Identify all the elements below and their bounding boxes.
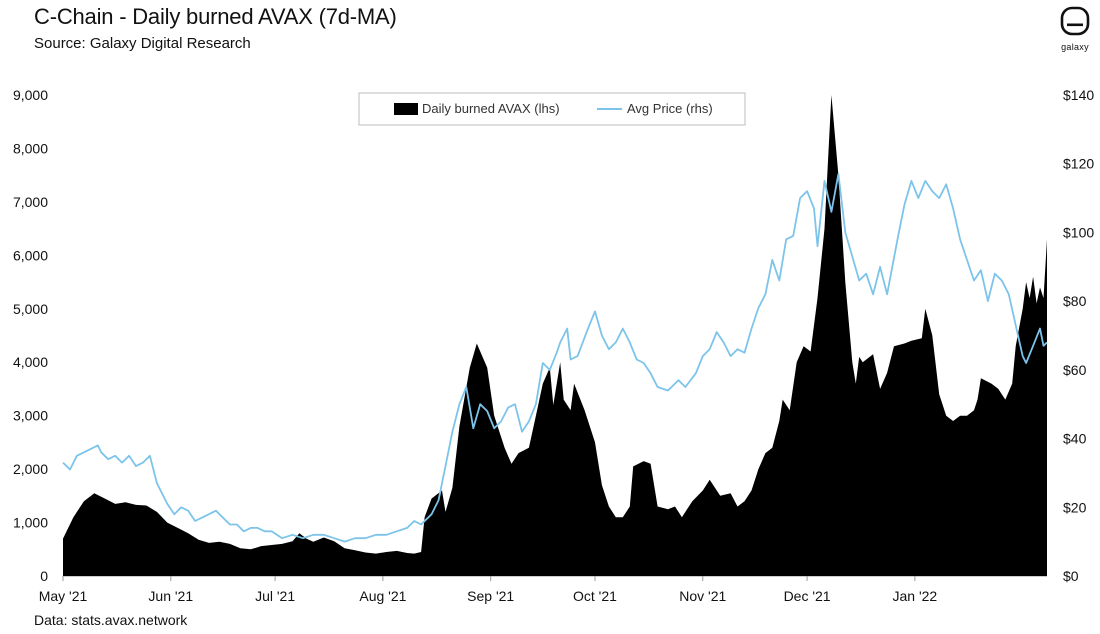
legend-label-burned: Daily burned AVAX (lhs): [422, 101, 560, 116]
y-left-tick-label: 3,000: [13, 408, 48, 424]
data-source-footnote: Data: stats.avax.network: [34, 612, 188, 628]
y-right-tick-label: $20: [1063, 499, 1087, 515]
y-right-tick-label: $40: [1063, 431, 1087, 447]
avg-price-line: [62, 173, 1048, 543]
y-right-tick-label: $0: [1063, 568, 1079, 584]
galaxy-logo-icon: [1060, 6, 1090, 36]
y-right-tick-label: $120: [1063, 156, 1094, 172]
y-left-tick-label: 4,000: [13, 354, 48, 370]
axis-layer: 0 1,000 2,000 3,000 4,000 5,000 6,000 7,000 8,00…: [13, 87, 1094, 604]
galaxy-logo-label: galaxy: [1061, 42, 1089, 52]
y-right-tick-label: $100: [1063, 224, 1094, 240]
y-left-tick-label: 8,000: [13, 140, 48, 156]
x-tick-label: Oct '21: [573, 588, 617, 604]
y-left-tick-label: 7,000: [13, 194, 48, 210]
legend: Daily burned AVAX (lhs) Avg Price (rhs): [358, 92, 746, 126]
x-tick-label: Jan '22: [893, 588, 938, 604]
x-tick-label: Sep '21: [467, 588, 514, 604]
x-tick-label: Dec '21: [784, 588, 831, 604]
y-left-tick-label: 1,000: [13, 515, 48, 531]
y-left-tick-label: 9,000: [13, 87, 48, 103]
y-left-tick-label: 2,000: [13, 461, 48, 477]
y-left-tick-label: 6,000: [13, 247, 48, 263]
y-right-tick-label: $140: [1063, 87, 1094, 103]
y-right-tick-label: $80: [1063, 293, 1087, 309]
x-tick-label: Jun '21: [148, 588, 193, 604]
legend-swatch-burned: [394, 103, 418, 115]
burned-avax-area: [63, 95, 1047, 576]
y-left-tick-label: 0: [40, 568, 48, 584]
chart-title: C-Chain - Daily burned AVAX (7d-MA): [34, 4, 397, 29]
price-line-layer: [62, 173, 1048, 543]
x-tick-label: May '21: [39, 588, 88, 604]
legend-box: [358, 92, 746, 126]
y-left-tick-label: 5,000: [13, 301, 48, 317]
chart-subtitle: Source: Galaxy Digital Research: [34, 35, 251, 52]
x-tick-label: Aug '21: [359, 588, 406, 604]
y-right-tick-label: $60: [1063, 362, 1087, 378]
burned-area-layer: [63, 95, 1047, 576]
galaxy-logo: galaxy: [1055, 6, 1095, 52]
x-tick-label: Nov '21: [679, 588, 726, 604]
legend-label-price: Avg Price (rhs): [627, 101, 713, 116]
x-tick-label: Jul '21: [255, 588, 295, 604]
